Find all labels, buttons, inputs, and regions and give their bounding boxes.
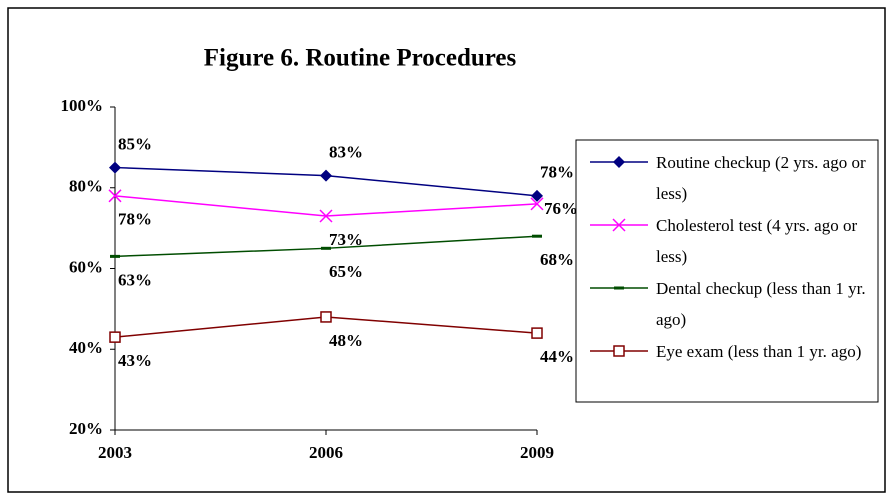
y-tick-label: 20% xyxy=(69,419,103,438)
legend-label: Eye exam (less than 1 yr. ago) xyxy=(656,341,862,361)
value-label: 73% xyxy=(329,230,363,249)
value-label: 43% xyxy=(118,351,152,370)
marker xyxy=(108,189,122,203)
value-label: 85% xyxy=(118,134,152,153)
marker xyxy=(531,327,543,339)
legend-label: Dental checkup (less than 1 yr. ago) xyxy=(656,278,866,329)
y-tick-label: 60% xyxy=(69,257,103,276)
value-label: 44% xyxy=(540,347,574,366)
value-label: 68% xyxy=(540,250,574,269)
marker xyxy=(613,345,625,357)
legend-box xyxy=(575,139,879,403)
y-tick-label: 100% xyxy=(61,96,104,115)
value-label: 63% xyxy=(118,270,152,289)
marker xyxy=(530,197,544,211)
marker xyxy=(320,311,332,323)
legend-label: Routine checkup (2 yrs. ago or less) xyxy=(656,152,866,203)
value-label: 48% xyxy=(329,331,363,350)
legend-label: Cholesterol test (4 yrs. ago or less) xyxy=(656,215,858,266)
chart-title: Figure 6. Routine Procedures xyxy=(204,45,517,72)
marker xyxy=(320,169,332,182)
x-tick-label: 2009 xyxy=(520,443,554,462)
marker xyxy=(319,209,333,223)
marker xyxy=(612,218,626,232)
value-label: 78% xyxy=(118,210,152,229)
marker xyxy=(109,161,121,174)
value-label: 76% xyxy=(544,199,578,218)
value-label: 83% xyxy=(329,143,363,162)
y-tick-label: 80% xyxy=(69,177,103,196)
x-tick-label: 2006 xyxy=(309,443,343,462)
marker xyxy=(109,331,121,343)
marker xyxy=(613,156,625,168)
y-tick-label: 40% xyxy=(69,338,103,357)
x-tick-label: 2003 xyxy=(98,443,132,462)
value-label: 65% xyxy=(329,262,363,281)
value-label: 78% xyxy=(540,163,574,182)
marker xyxy=(531,189,543,202)
